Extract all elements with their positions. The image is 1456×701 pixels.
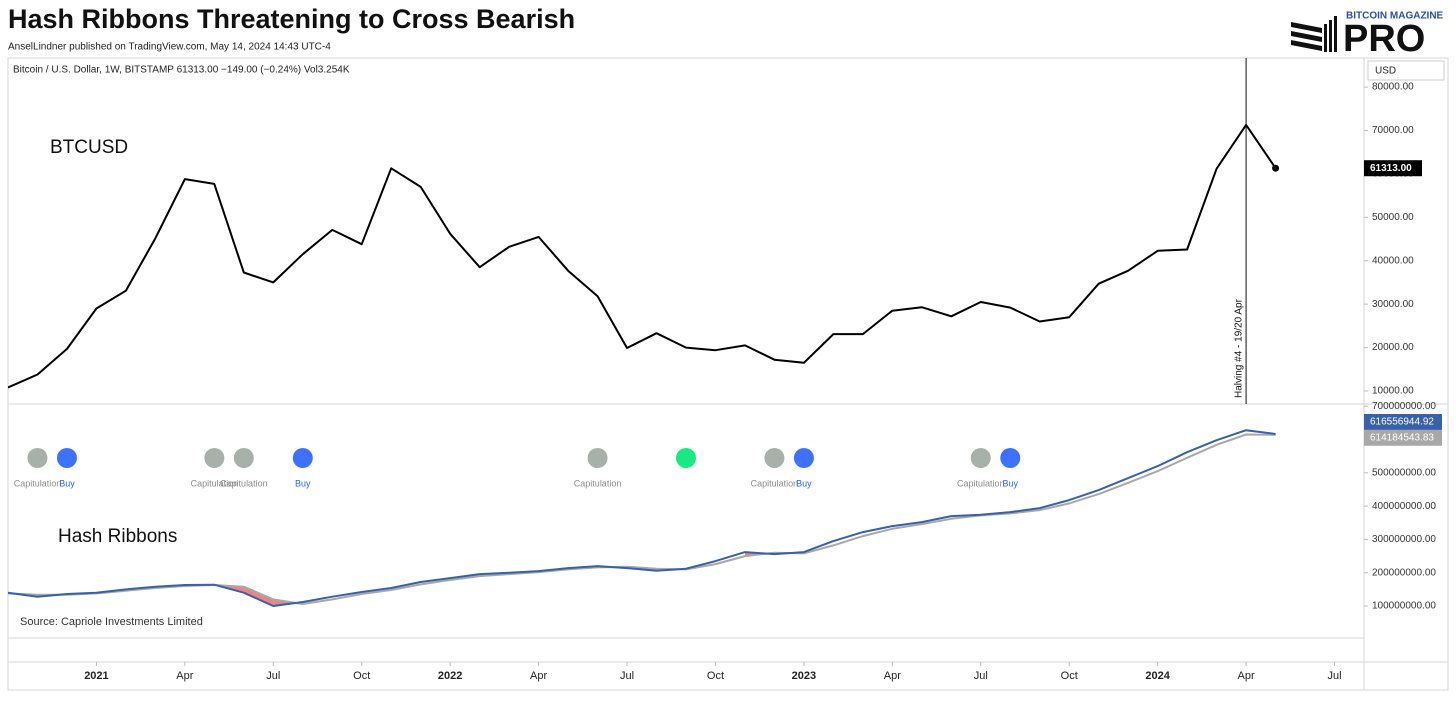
signal-label: Capitulation <box>751 478 799 488</box>
currency: USD <box>1375 66 1396 77</box>
last-value-box <box>1364 413 1442 430</box>
signal-label: Buy <box>59 478 75 488</box>
logo-top: BITCOIN MAGAZINE <box>1346 11 1444 22</box>
signal-label: Capitulation <box>957 478 1005 488</box>
signal-label: Capitulation <box>14 478 62 488</box>
signal-marker <box>970 448 991 468</box>
signal-label: Buy <box>1003 478 1019 488</box>
last-price-label: 61313.00 <box>1370 163 1412 174</box>
signal-label: Capitulation <box>191 478 239 488</box>
x-tick-label: Apr <box>176 670 193 682</box>
x-tick-label: 2021 <box>84 670 108 682</box>
currency-box <box>1367 60 1445 81</box>
symbol-info: Bitcoin / U.S. Dollar, 1W, BITSTAMP 6131… <box>13 65 350 76</box>
signal-marker <box>587 448 608 468</box>
logo-main: PRO <box>1343 18 1425 60</box>
signal-marker <box>56 448 77 468</box>
last-value-label: 616556944.92 <box>1370 417 1434 428</box>
signal-label: Capitulation <box>220 478 268 488</box>
x-tick-label: Apr <box>1238 670 1255 682</box>
y-tick-label: 200000000.00 <box>1372 567 1436 578</box>
signal-marker <box>233 448 254 468</box>
capitulation-fill <box>243 586 274 607</box>
x-tick-label: Oct <box>353 670 370 682</box>
price-line <box>8 123 1277 389</box>
signal-marker <box>764 448 785 468</box>
y-tick-label: 500000000.00 <box>1372 467 1436 478</box>
signal-marker <box>676 448 696 468</box>
x-tick-label: 2022 <box>438 670 462 682</box>
x-tick-label: Oct <box>707 670 724 682</box>
y-tick-label: 700000000.00 <box>1372 401 1436 412</box>
y-tick-label: 40000.00 <box>1372 255 1414 266</box>
y-tick-label: 300000000.00 <box>1372 534 1436 545</box>
signal-marker <box>292 448 313 468</box>
x-tick-label: Jul <box>266 670 280 682</box>
frame <box>7 57 1449 691</box>
last-value-box <box>1364 429 1442 446</box>
x-tick-label: Jul <box>1327 670 1341 682</box>
last-value-label: 614184543.83 <box>1370 432 1434 443</box>
signal-marker <box>793 448 814 468</box>
ma-line <box>8 429 1276 607</box>
x-tick-label: Apr <box>884 670 901 682</box>
y-tick-label: 10000.00 <box>1372 386 1414 397</box>
x-tick-label: 2024 <box>1145 670 1170 682</box>
x-tick-label: Oct <box>1061 670 1078 682</box>
x-tick-label: Apr <box>530 670 547 682</box>
x-tick-label: 2023 <box>792 670 816 682</box>
hash-pane-label: Hash Ribbons <box>58 526 177 547</box>
y-tick-label: 70000.00 <box>1372 125 1414 136</box>
x-tick-label: Jul <box>620 670 634 682</box>
signal-label: Buy <box>295 478 311 488</box>
subtitle: AnselLindner published on TradingView.co… <box>8 42 331 53</box>
last-price-dot <box>1272 164 1280 172</box>
signal-marker <box>204 448 225 468</box>
y-tick-label: 100000000.00 <box>1372 601 1436 612</box>
x-tick-label: Jul <box>974 670 988 682</box>
price-pane-label: BTCUSD <box>50 137 128 158</box>
y-tick-label: 50000.00 <box>1372 212 1414 223</box>
signal-label: Capitulation <box>574 478 622 488</box>
source: Source: Capriole Investments Limited <box>20 616 203 628</box>
ma-line <box>8 433 1276 605</box>
halving-label: Halving #4 - 19/20 Apr <box>1234 298 1245 398</box>
title: Hash Ribbons Threatening to Cross Bearis… <box>8 4 575 34</box>
y-tick-label: 400000000.00 <box>1372 501 1436 512</box>
y-tick-label: 20000.00 <box>1372 342 1414 353</box>
axes: 10000.00 20000.00 30000.00 40000.00 50000.00… <box>84 82 1442 682</box>
last-price-box <box>1364 160 1422 177</box>
logo: BITCOIN MAGAZINE PRO <box>1291 11 1444 60</box>
logo-icon <box>1291 16 1337 52</box>
y-tick-label: 80000.00 <box>1372 82 1414 93</box>
price-pane: Halving #4 - 19/20 Apr <box>8 58 1280 404</box>
y-tick-label: 30000.00 <box>1372 299 1414 310</box>
signal-marker <box>27 448 48 468</box>
signal-label: Buy <box>796 478 812 488</box>
signal-marker <box>1000 448 1021 468</box>
